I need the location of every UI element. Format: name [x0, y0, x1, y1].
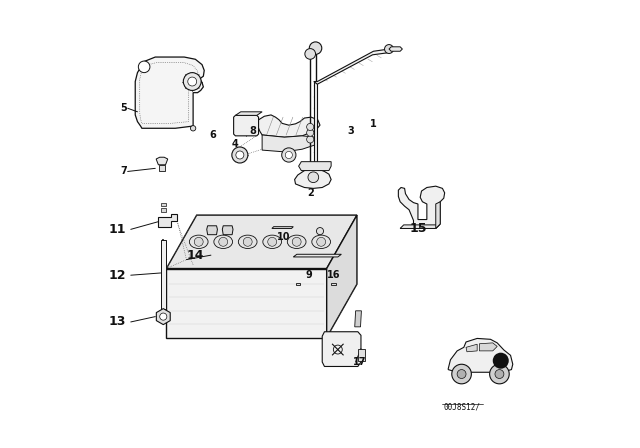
Text: 3: 3: [348, 125, 355, 135]
Polygon shape: [262, 135, 316, 152]
Circle shape: [236, 151, 244, 159]
Circle shape: [232, 147, 248, 163]
Circle shape: [183, 73, 201, 90]
Polygon shape: [299, 162, 331, 171]
Text: 14: 14: [187, 249, 204, 262]
Polygon shape: [290, 257, 341, 277]
Circle shape: [160, 313, 167, 320]
Polygon shape: [166, 215, 357, 268]
Circle shape: [317, 237, 326, 246]
Circle shape: [457, 370, 466, 379]
Circle shape: [307, 136, 314, 143]
Polygon shape: [156, 309, 170, 325]
Circle shape: [305, 48, 316, 59]
Circle shape: [307, 129, 314, 136]
Ellipse shape: [312, 235, 330, 249]
Polygon shape: [331, 283, 336, 285]
Circle shape: [495, 370, 504, 379]
Circle shape: [490, 364, 509, 384]
Polygon shape: [159, 165, 164, 172]
Circle shape: [316, 228, 324, 235]
Polygon shape: [479, 343, 497, 351]
Polygon shape: [161, 208, 166, 211]
Circle shape: [138, 61, 150, 73]
Text: 4: 4: [232, 139, 239, 149]
Polygon shape: [161, 241, 166, 309]
Text: 13: 13: [109, 315, 126, 328]
Polygon shape: [436, 202, 440, 228]
Polygon shape: [293, 254, 341, 257]
Text: 6: 6: [210, 130, 216, 140]
Polygon shape: [400, 225, 439, 228]
Circle shape: [188, 77, 196, 86]
Ellipse shape: [238, 235, 257, 249]
Polygon shape: [236, 112, 262, 116]
Circle shape: [219, 237, 228, 246]
Polygon shape: [326, 215, 357, 337]
Polygon shape: [358, 349, 365, 361]
Text: 9: 9: [305, 270, 312, 280]
Circle shape: [308, 172, 319, 183]
Polygon shape: [448, 338, 513, 372]
Circle shape: [309, 42, 322, 54]
Polygon shape: [166, 268, 326, 337]
Polygon shape: [158, 214, 177, 227]
Polygon shape: [355, 311, 362, 327]
Circle shape: [268, 237, 276, 246]
Polygon shape: [314, 48, 395, 84]
Text: 10: 10: [276, 233, 291, 242]
Polygon shape: [207, 226, 218, 235]
Circle shape: [282, 148, 296, 162]
Polygon shape: [161, 202, 166, 206]
Text: 7: 7: [121, 167, 127, 177]
Polygon shape: [234, 116, 259, 136]
Circle shape: [493, 353, 509, 369]
Text: 2: 2: [307, 188, 314, 198]
Circle shape: [195, 237, 203, 246]
Circle shape: [385, 44, 394, 53]
Text: 11: 11: [109, 223, 126, 236]
Polygon shape: [272, 227, 293, 228]
Circle shape: [285, 151, 292, 159]
Ellipse shape: [263, 235, 282, 249]
Polygon shape: [389, 47, 403, 51]
Text: 8: 8: [250, 125, 257, 135]
Text: 17: 17: [353, 357, 367, 367]
Text: 5: 5: [121, 103, 127, 113]
Polygon shape: [156, 157, 168, 165]
Polygon shape: [322, 332, 361, 366]
Ellipse shape: [287, 235, 306, 249]
Polygon shape: [314, 82, 317, 184]
Ellipse shape: [189, 235, 208, 249]
Text: 00J8S12/: 00J8S12/: [444, 403, 481, 412]
Circle shape: [292, 237, 301, 246]
Text: 12: 12: [109, 269, 126, 282]
Circle shape: [307, 123, 314, 130]
Polygon shape: [258, 115, 320, 137]
Circle shape: [191, 125, 196, 131]
Polygon shape: [222, 226, 233, 235]
Polygon shape: [294, 168, 331, 188]
Polygon shape: [398, 186, 445, 228]
Text: 16: 16: [326, 270, 340, 280]
Circle shape: [243, 237, 252, 246]
Polygon shape: [135, 57, 204, 128]
Text: 15: 15: [409, 222, 427, 235]
Polygon shape: [296, 283, 300, 285]
Polygon shape: [272, 228, 291, 240]
Text: 1: 1: [370, 119, 377, 129]
Ellipse shape: [214, 235, 232, 249]
Polygon shape: [466, 344, 477, 352]
Circle shape: [452, 364, 472, 384]
